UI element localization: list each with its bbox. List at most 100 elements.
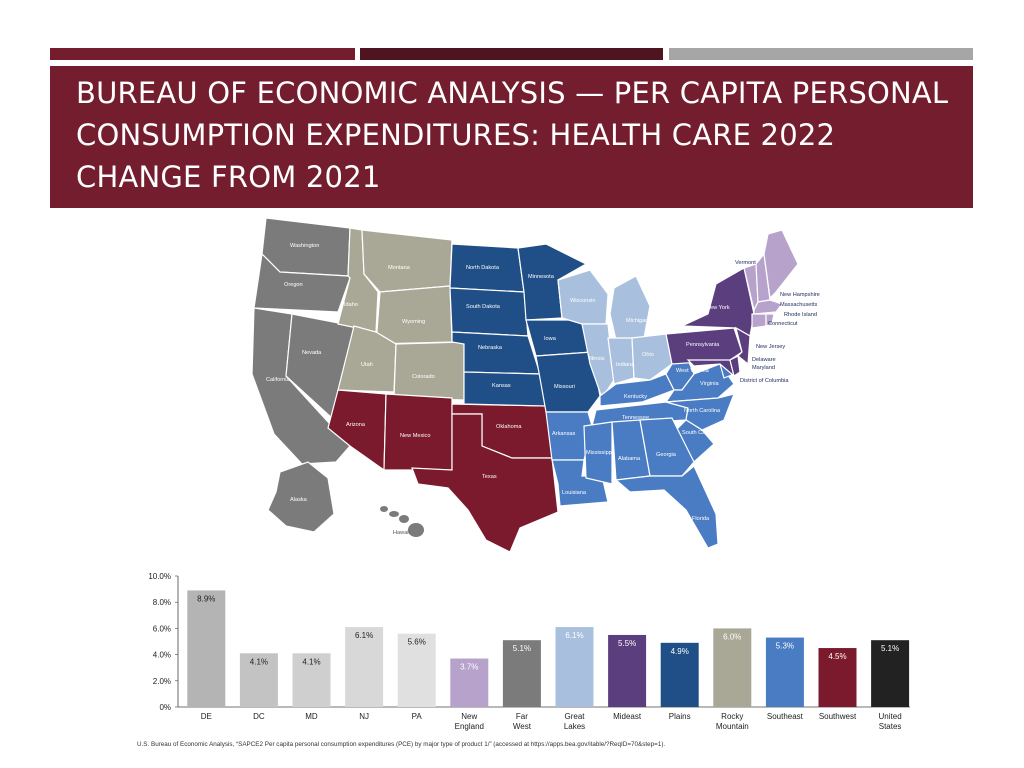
label-rhode-island: Rhode Island [784, 312, 817, 318]
label-mississippi: Mississippi [586, 450, 613, 456]
state-pennsylvania [665, 327, 743, 365]
state-ohio [631, 333, 673, 381]
x-tick-label: New England [455, 712, 484, 731]
label-new-jersey: New Jersey [756, 344, 785, 350]
y-tick-label: 0% [159, 703, 171, 712]
label-minnesota: Minnesota [528, 274, 555, 280]
top-accent-bars [50, 48, 973, 60]
label-pennsylvania: Pennsylvania [686, 342, 720, 348]
bar-value-label: 5.1% [881, 644, 899, 653]
bar-chart: 0% 2.0% 4.0% 6.0% 8.0% 10.0% 8.9% 4.1% 4.1% 6.1%… [148, 572, 910, 731]
bar-value-label: 8.9% [197, 594, 215, 603]
state-florida [614, 465, 719, 549]
state-new-mexico [383, 393, 453, 471]
state-louisiana [551, 459, 609, 507]
x-axis-labels: DE DC MD NJ PA New England Far West Great Lakes Mid… [201, 712, 902, 731]
y-tick-label: 2.0% [153, 677, 171, 686]
label-louisiana: Louisiana [562, 490, 587, 496]
region-southwest [327, 389, 559, 553]
state-new-york [681, 267, 755, 337]
state-michigan [609, 275, 651, 341]
bar-far-west [502, 640, 541, 707]
label-iowa: Iowa [544, 336, 557, 342]
label-nevada: Nevada [302, 350, 322, 356]
x-tick-label: Far West [513, 712, 532, 731]
label-dc: District of Columbia [740, 378, 789, 384]
title-banner: BUREAU OF ECONOMIC ANALYSIS — PER CAPITA… [50, 66, 973, 208]
state-missouri [535, 351, 601, 413]
label-maryland: Maryland [752, 365, 775, 371]
x-tick-label: Mideast [613, 712, 642, 721]
state-massachusetts [753, 299, 783, 315]
region-new-england [743, 229, 799, 329]
label-texas: Texas [482, 474, 497, 480]
accent-bar-3 [669, 48, 973, 60]
label-alaska: Alaska [290, 497, 308, 503]
state-kansas [463, 371, 547, 407]
x-tick-label: Rocky Mountain [716, 712, 749, 731]
region-great-lakes [557, 269, 673, 400]
y-tick-label: 4.0% [153, 651, 171, 660]
state-alaska [267, 461, 335, 533]
bar-plains [660, 642, 699, 707]
label-georgia: Georgia [656, 452, 677, 458]
label-north-dakota: North Dakota [466, 265, 500, 271]
label-new-hampshire: New Hampshire [780, 292, 820, 298]
accent-bar-2 [360, 48, 663, 60]
state-new-jersey [735, 326, 751, 366]
label-kentucky: Kentucky [624, 394, 647, 400]
bar-value-label: 4.1% [302, 657, 320, 666]
state-labels: Washington Oregon California Nevada Idah… [266, 243, 820, 536]
label-alabama: Alabama [618, 456, 641, 462]
bar-value-label: 6.1% [565, 631, 583, 640]
bar-value-label: 6.1% [355, 631, 373, 640]
region-plains [449, 243, 601, 413]
bar-value-label: 3.7% [460, 663, 478, 672]
label-delaware: Delaware [752, 357, 776, 363]
state-maine [763, 229, 799, 300]
accent-bar-1 [50, 48, 355, 60]
bar-de [187, 590, 226, 707]
label-florida: Florida [692, 516, 710, 522]
label-south-dakota: South Dakota [466, 304, 501, 310]
label-idaho: Idaho [344, 302, 358, 308]
state-wisconsin [557, 269, 609, 325]
bar-value-label: 5.5% [618, 639, 636, 648]
label-utah: Utah [361, 362, 373, 368]
label-hawaii: Hawaii [393, 530, 410, 536]
y-tick-label: 8.0% [153, 598, 171, 607]
bar-southeast [765, 637, 804, 707]
state-north-carolina [665, 393, 735, 431]
y-tick-label: 10.0% [148, 572, 171, 581]
bar-new-england [450, 658, 489, 707]
label-connecticut: Connecticut [768, 321, 798, 327]
label-massachusetts: Massachusetts [780, 302, 818, 308]
source-citation: U.S. Bureau of Economic Analysis, “SAPCE… [137, 741, 666, 748]
slide-title: BUREAU OF ECONOMIC ANALYSIS — PER CAPITA… [76, 76, 949, 194]
state-montana [361, 229, 453, 293]
state-south-dakota [449, 287, 529, 337]
bar-value-label: 4.1% [250, 657, 268, 666]
state-illinois [581, 323, 615, 400]
x-tick-label: United States [879, 712, 902, 731]
label-oregon: Oregon [284, 282, 303, 288]
state-wyoming [375, 285, 453, 345]
bar-mideast [608, 634, 647, 707]
label-oklahoma: Oklahoma [496, 424, 522, 430]
label-michigan: Michigan [626, 318, 648, 324]
bar-dc [239, 653, 278, 707]
bar-value-label: 4.9% [671, 647, 689, 656]
label-south-carolina: South Carolina [682, 430, 720, 436]
state-nebraska [451, 331, 541, 375]
label-wisconsin: Wisconsin [570, 298, 596, 304]
state-rhode-island [765, 313, 775, 327]
label-arizona: Arizona [346, 422, 366, 428]
label-north-carolina: North Carolina [684, 408, 721, 414]
x-tick-label: Great Lakes [564, 712, 585, 731]
x-tick-label: DE [201, 712, 212, 721]
state-hawaii [380, 506, 424, 537]
bar-southwest [818, 648, 857, 707]
label-ohio: Ohio [642, 352, 654, 358]
bar-great-lakes [555, 627, 594, 707]
label-washington: Washington [290, 243, 319, 249]
